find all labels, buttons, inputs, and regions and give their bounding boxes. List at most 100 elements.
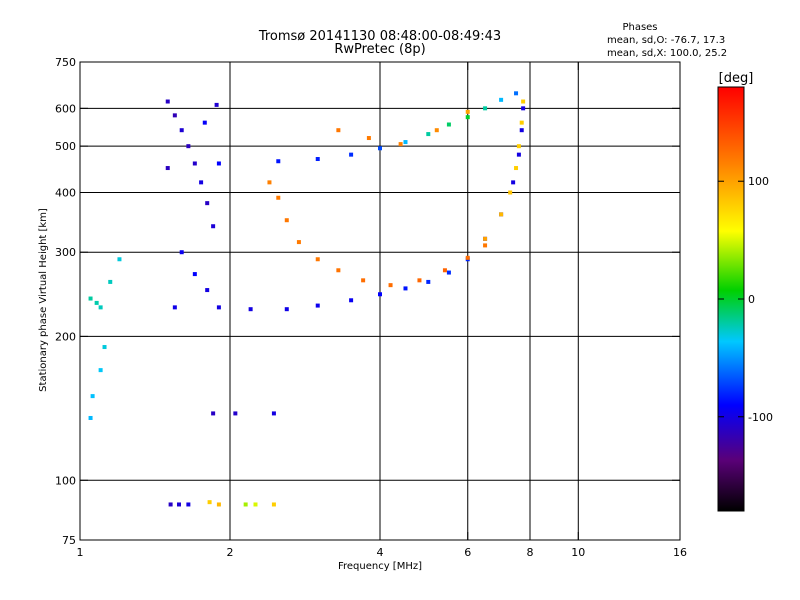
data-point (216, 502, 221, 507)
data-point (186, 502, 191, 507)
data-point (192, 161, 197, 166)
data-point (336, 128, 341, 133)
data-point (276, 159, 281, 164)
data-point (168, 502, 173, 507)
data-point (214, 102, 219, 107)
data-point (446, 270, 451, 275)
data-point (207, 500, 212, 505)
data-point (271, 411, 276, 416)
data-point (186, 144, 191, 149)
chart-subtitle: RwPretec (8p) (334, 42, 425, 57)
data-point (426, 132, 431, 137)
data-point (403, 140, 408, 145)
y-tick-label: 400 (55, 186, 76, 199)
data-point (98, 305, 103, 310)
colorbar-ticks: 100 0 -100 (718, 175, 773, 424)
data-point (315, 157, 320, 162)
x-axis-label: Frequency [MHz] (338, 561, 422, 572)
data-point (199, 180, 204, 185)
stats-line-o: mean, sd,O: -76.7, 17.3 (607, 35, 725, 46)
data-point (102, 345, 107, 350)
data-point (205, 201, 210, 206)
x-tick-label: 4 (377, 546, 384, 559)
data-point (434, 128, 439, 133)
data-point (499, 212, 504, 217)
data-point (172, 113, 177, 118)
data-point (267, 180, 272, 185)
data-point (165, 99, 170, 104)
data-point (202, 120, 207, 125)
data-point (233, 411, 238, 416)
y-tick-label: 500 (55, 140, 76, 153)
data-point (205, 288, 210, 293)
y-tick-label: 300 (55, 246, 76, 259)
stats-line-x: mean, sd,X: 100.0, 25.2 (607, 48, 727, 59)
data-point (361, 278, 366, 283)
data-point (315, 257, 320, 262)
x-tick-label: 16 (673, 546, 687, 559)
data-point (88, 415, 93, 420)
data-point (94, 300, 99, 305)
data-point (446, 122, 451, 127)
data-point (511, 180, 516, 185)
data-point (378, 146, 382, 151)
data-point (117, 257, 122, 262)
data-point (284, 307, 289, 312)
data-point (483, 236, 488, 241)
stats-title: Phases (622, 22, 657, 33)
data-point (179, 250, 184, 255)
data-points (88, 91, 526, 507)
data-point (349, 298, 354, 303)
data-point (483, 243, 488, 248)
x-tick-label: 10 (571, 546, 585, 559)
grid-lines (80, 62, 680, 540)
data-point (336, 268, 341, 273)
x-tick-label: 1 (77, 546, 84, 559)
data-point (465, 255, 470, 260)
data-point (296, 240, 301, 245)
data-point (211, 411, 216, 416)
data-point (521, 106, 526, 111)
x-tick-label: 6 (464, 546, 471, 559)
x-axis-ticks: 1 2 4 6 8 10 16 (77, 62, 687, 559)
data-point (465, 115, 470, 120)
data-point (216, 305, 221, 310)
data-point (388, 283, 393, 288)
data-point (248, 307, 253, 312)
data-point (315, 303, 320, 308)
colorbar-tick-label: 0 (748, 293, 755, 306)
colorbar-label: [deg] (719, 71, 754, 86)
data-point (499, 97, 504, 102)
data-point (516, 152, 521, 157)
y-tick-label: 75 (62, 534, 76, 547)
data-point (276, 195, 281, 200)
data-point (88, 296, 93, 301)
data-point (108, 279, 113, 284)
data-point (514, 166, 519, 171)
x-tick-label: 2 (227, 546, 234, 559)
colorbar-tick-label: 100 (748, 175, 769, 188)
chart-title: Tromsø 20141130 08:48:00-08:49:43 (258, 29, 501, 44)
data-point (417, 278, 422, 283)
data-point (516, 144, 521, 149)
y-axis-label: Stationary phase Virtual Height [km] (38, 208, 49, 392)
x-tick-label: 8 (527, 546, 534, 559)
data-point (514, 91, 519, 96)
data-point (192, 272, 197, 277)
data-point (216, 161, 221, 166)
data-point (284, 218, 289, 223)
data-point (426, 279, 431, 284)
data-point (519, 120, 524, 125)
data-point (483, 106, 488, 111)
data-point (442, 268, 447, 273)
data-point (90, 394, 95, 399)
data-point (243, 502, 248, 507)
data-point (172, 305, 177, 310)
data-point (465, 109, 470, 114)
y-tick-label: 600 (55, 102, 76, 115)
data-point (98, 368, 103, 373)
data-point (176, 502, 181, 507)
data-point (179, 128, 184, 133)
y-tick-label: 750 (55, 56, 76, 69)
